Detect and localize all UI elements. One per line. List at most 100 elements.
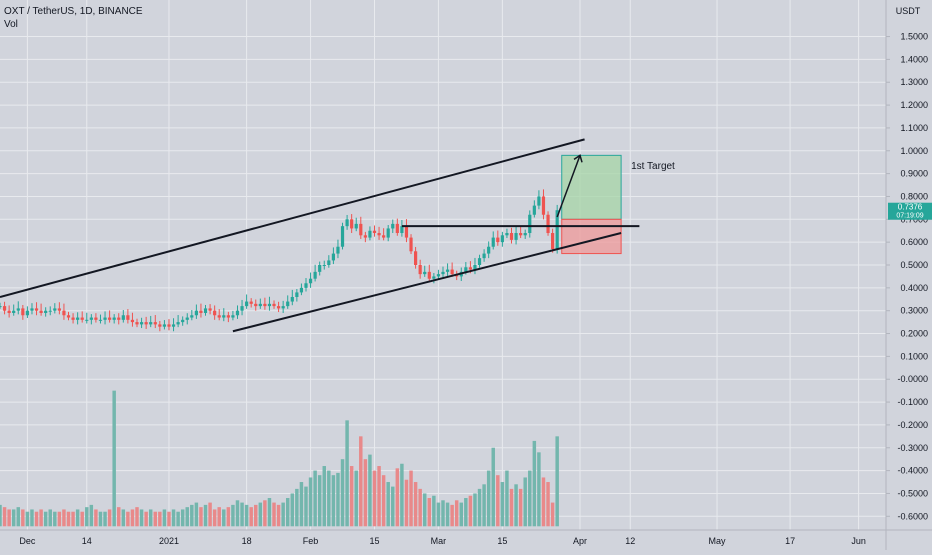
candle-body	[528, 214, 532, 234]
symbol-title[interactable]: OXT / TetherUS, 1D, BINANCE	[4, 6, 143, 17]
candle-body	[276, 306, 281, 309]
y-tick-label: 0.5000	[900, 260, 928, 270]
volume-bar	[281, 502, 285, 527]
volume-legend[interactable]: Vol	[4, 19, 18, 30]
y-tick-label: 0.2000	[900, 329, 928, 339]
candle-body	[409, 237, 413, 252]
volume-bar	[468, 495, 473, 527]
candle-body	[509, 233, 514, 240]
trade-zones	[561, 154, 622, 255]
candle-body	[551, 233, 555, 250]
candle-body	[377, 233, 381, 236]
volume-bar	[194, 502, 199, 527]
volume-bar	[322, 466, 326, 527]
candle-body	[267, 303, 272, 307]
candle-body	[94, 317, 98, 320]
candles	[0, 189, 559, 332]
volume-bar	[436, 502, 441, 527]
volume-bar	[176, 511, 180, 527]
candle-body	[336, 246, 340, 254]
x-tick-label: 2021	[159, 536, 179, 546]
candle-body	[130, 319, 135, 323]
volume-bar	[464, 498, 468, 527]
x-tick-label: 15	[369, 536, 379, 546]
volume-bar	[450, 504, 454, 527]
candle-body	[514, 233, 518, 240]
candle-body	[372, 230, 377, 234]
volume-bar	[222, 509, 226, 527]
volume-bar	[53, 511, 57, 527]
volume-bar	[212, 509, 217, 527]
candle-body	[2, 306, 7, 311]
candle-body	[418, 265, 422, 275]
candle-body	[39, 310, 43, 313]
x-tick-label: Apr	[573, 536, 587, 546]
volume-bar	[11, 509, 16, 527]
volume-bar	[153, 511, 158, 527]
volume-bar	[391, 486, 395, 527]
candle-body	[185, 317, 189, 320]
volume-bar	[43, 511, 48, 527]
candle-body	[468, 267, 473, 270]
candle-body	[235, 310, 240, 316]
volume-bar	[240, 502, 244, 527]
x-tick-label: 15	[497, 536, 507, 546]
y-tick-label: 0.4000	[900, 283, 928, 293]
candle-body	[519, 233, 523, 236]
volume-bar	[162, 509, 167, 527]
volume-bar	[550, 502, 555, 527]
volume-bar	[7, 509, 11, 527]
candle-body	[386, 228, 390, 238]
target-arrow	[556, 155, 581, 218]
candle-body	[48, 310, 52, 312]
volume-bar	[295, 488, 299, 527]
volume-bar	[381, 475, 386, 527]
volume-bar	[249, 507, 253, 527]
candle-body	[57, 308, 61, 311]
volume-bar	[496, 475, 500, 527]
volume-bar	[57, 511, 62, 527]
candle-body	[203, 308, 208, 313]
candle-body	[16, 308, 20, 311]
volume-bar	[148, 509, 153, 527]
candle-body	[217, 315, 221, 318]
y-tick-label: 1.1000	[900, 123, 928, 133]
volume-bar	[25, 511, 30, 527]
candle-body	[313, 271, 317, 279]
volume-bar	[272, 502, 276, 527]
candle-body	[432, 276, 436, 279]
volume-bar	[340, 459, 345, 527]
candle-body	[281, 306, 285, 309]
candle-body	[491, 237, 495, 247]
candle-body	[108, 317, 112, 320]
volume-bar	[404, 479, 409, 527]
candle-body	[240, 306, 244, 311]
candle-body	[263, 303, 267, 307]
candle-body	[354, 223, 358, 229]
volume-bar	[331, 475, 336, 527]
volume-bar	[528, 470, 532, 527]
candle-body	[450, 269, 454, 275]
candle-body	[290, 296, 294, 302]
candle-body	[363, 235, 367, 238]
y-tick-label: 1.0000	[900, 146, 928, 156]
candle-body	[181, 319, 185, 323]
candle-body	[0, 306, 2, 308]
volume-bar	[85, 507, 89, 527]
candle-body	[445, 269, 450, 272]
volume-bar	[400, 463, 404, 527]
volume-bar	[185, 507, 189, 527]
volume-bar	[171, 509, 176, 527]
volume-bar	[555, 436, 559, 527]
drawings: 1st Target	[0, 138, 675, 333]
y-tick-label: 0.3000	[900, 306, 928, 316]
volume-bar	[359, 436, 363, 527]
candle-body	[222, 315, 226, 318]
price-badge-countdown: 07:19:09	[896, 213, 923, 220]
candle-body	[473, 265, 477, 270]
volume-bar	[121, 509, 126, 527]
candle-body	[34, 308, 39, 311]
candle-body	[126, 315, 130, 320]
